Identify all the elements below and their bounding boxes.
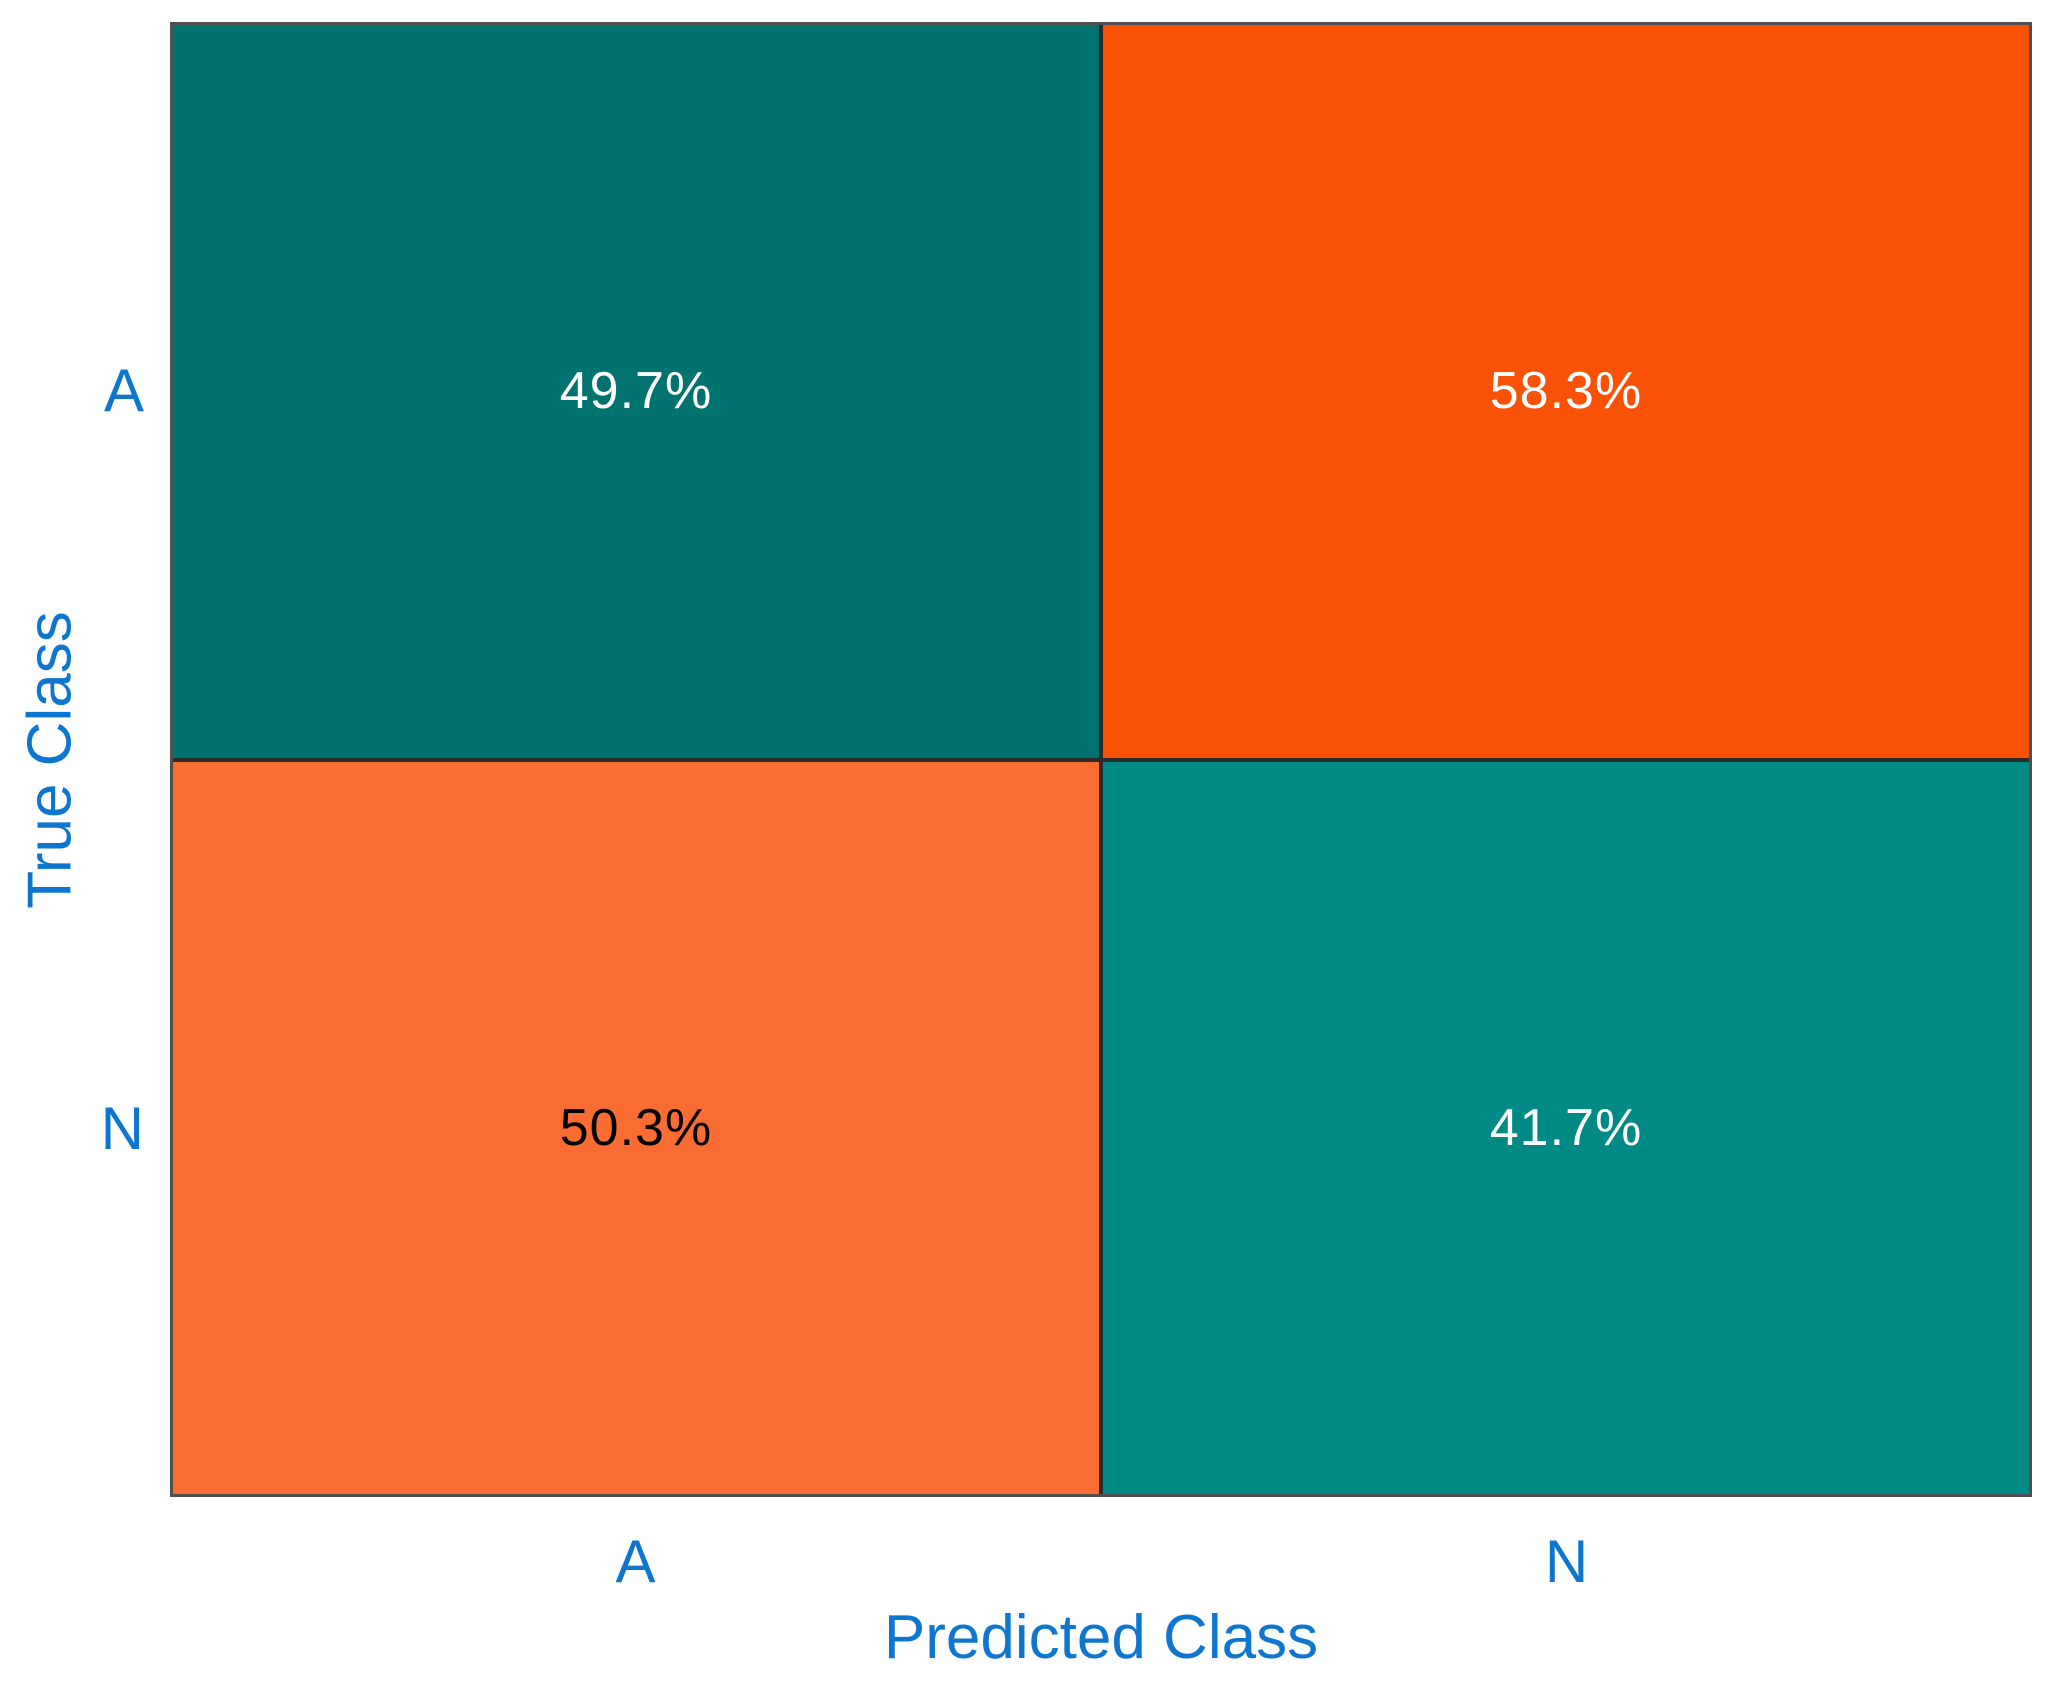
cell-value-label: 50.3% — [559, 1098, 713, 1157]
cell-true-N-pred-A: 50.3% — [173, 761, 1099, 1494]
y-axis-label: True Class — [15, 610, 85, 909]
y-tick-A: A — [103, 357, 144, 425]
cell-true-A-pred-N: 58.3% — [1103, 25, 2029, 758]
y-tick-N: N — [100, 1094, 144, 1162]
cell-value-label: 49.7% — [559, 362, 713, 421]
x-axis-label: Predicted Class — [883, 1603, 1319, 1672]
cell-true-A-pred-A: 49.7% — [173, 25, 1099, 758]
cell-value-label: 41.7% — [1489, 1098, 1643, 1157]
y-axis-label-container: True Class — [0, 22, 100, 1497]
x-tick-N: N — [1544, 1527, 1589, 1595]
x-axis-ticks: A N — [170, 1516, 2032, 1606]
y-axis-ticks: A N — [0, 22, 170, 1497]
x-tick-A: A — [615, 1527, 656, 1595]
cell-true-N-pred-N: 41.7% — [1103, 761, 2029, 1494]
cell-value-label: 58.3% — [1489, 362, 1643, 421]
confusion-matrix-plot-area: 49.7% 58.3% 50.3% 41.7% — [170, 22, 2032, 1497]
